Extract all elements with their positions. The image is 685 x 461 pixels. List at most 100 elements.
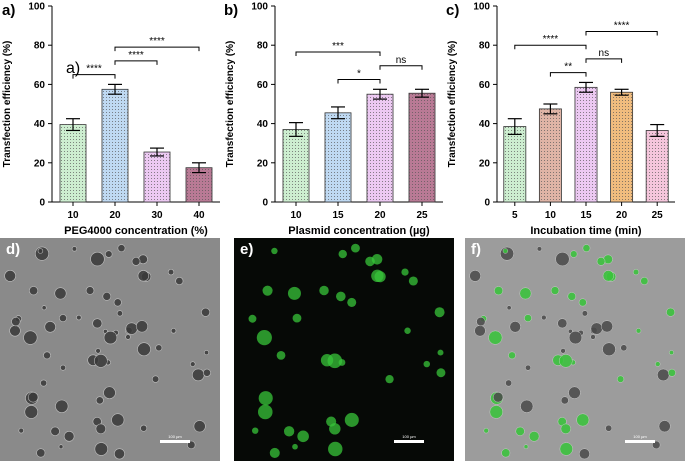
y-tick-label: 40 — [257, 119, 269, 130]
merged-cell — [576, 413, 590, 427]
x-tick-label: 25 — [416, 210, 428, 221]
gfp-cell — [404, 327, 411, 335]
y-tick-label: 100 — [251, 2, 268, 13]
cell — [155, 344, 163, 352]
cell — [76, 314, 82, 321]
gfp-cell — [276, 351, 286, 360]
cell — [167, 268, 175, 276]
micrograph-brightfield: 100 µm d) — [0, 238, 220, 461]
merged-cell — [666, 307, 676, 317]
chart-incubation: 0 20 40 60 80 100 5 10 15 20 25 ** ns **** **** Incubat… — [447, 2, 675, 237]
scale-bar — [625, 440, 655, 443]
cell — [23, 330, 38, 345]
significance-label: **** — [86, 64, 102, 75]
cell — [60, 364, 66, 371]
chart-peg4000: 0 20 40 60 80 100 10 20 30 40 **** **** **** PEG4000 … — [2, 2, 220, 237]
significance-bracket — [585, 30, 658, 36]
merged-cell — [620, 344, 628, 352]
panel-label-e: e) — [240, 241, 254, 258]
cell — [204, 350, 209, 356]
merged-cell — [474, 325, 486, 337]
x-axis-label: Plasmid concentration (µg) — [288, 225, 430, 237]
significance-bracket — [514, 44, 587, 50]
merged-cell — [483, 428, 489, 434]
micrograph-background — [234, 238, 454, 461]
y-tick-label: 80 — [257, 41, 269, 52]
significance-label: **** — [543, 34, 559, 45]
x-tick-label: 20 — [616, 210, 628, 221]
merged-cell — [559, 442, 573, 456]
gfp-cell — [347, 297, 357, 307]
bar-texture — [282, 129, 310, 202]
cell — [95, 396, 104, 405]
gfp-cell — [329, 423, 341, 435]
scale-bar-label: 100 µm — [402, 434, 416, 439]
cell — [27, 391, 39, 403]
cell — [11, 316, 21, 327]
gfp-cell — [371, 269, 384, 283]
significance-label: **** — [614, 20, 630, 31]
merged-cell — [560, 396, 569, 405]
cell — [117, 244, 126, 253]
cell — [113, 448, 125, 460]
merged-cell — [602, 270, 614, 282]
cell — [94, 442, 108, 456]
bar-texture — [610, 92, 633, 202]
y-axis-label: Transfection efficiency (%) — [447, 41, 458, 168]
merged-cell — [578, 298, 587, 307]
cell — [95, 348, 101, 354]
y-tick-label: 40 — [479, 119, 491, 130]
cell — [40, 379, 48, 387]
merged-cell — [505, 379, 513, 387]
gfp-cell — [269, 447, 280, 458]
significance-bracket — [72, 74, 116, 79]
cell — [59, 314, 67, 323]
x-tick-label: 10 — [67, 210, 79, 221]
merged-cell — [519, 287, 532, 300]
x-tick-label: 25 — [652, 210, 664, 221]
gfp-cell — [292, 313, 302, 323]
significance-bracket — [379, 65, 423, 70]
gfp-cell — [251, 427, 259, 434]
bar-texture — [646, 130, 669, 202]
gfp-cell — [385, 375, 394, 384]
bar-texture — [539, 108, 562, 202]
merged-cell — [555, 251, 570, 267]
merged-cell — [632, 269, 640, 276]
cell — [9, 325, 21, 337]
significance-bracket — [114, 46, 200, 52]
bar-texture — [143, 152, 171, 202]
x-tick-label: 20 — [374, 210, 386, 221]
x-tick-label: 30 — [151, 210, 163, 221]
cell — [192, 368, 205, 382]
merged-cell — [657, 368, 670, 382]
merged-cell — [492, 392, 504, 403]
significance-label: ns — [599, 48, 610, 59]
x-tick-label: 10 — [290, 210, 302, 221]
bar-texture — [324, 112, 352, 202]
y-tick-label: 60 — [34, 80, 46, 91]
merged-cell — [579, 448, 590, 460]
y-tick-label: 80 — [34, 41, 46, 52]
scale-bar — [160, 440, 190, 443]
cell — [58, 444, 64, 450]
cell — [85, 286, 95, 295]
gfp-cell — [335, 291, 346, 302]
x-tick-label: 10 — [545, 210, 557, 221]
gfp-cell — [262, 285, 273, 296]
merged-cell — [616, 375, 625, 383]
cell — [44, 321, 56, 333]
merged-cell — [557, 318, 568, 329]
cell — [202, 368, 211, 377]
gfp-cell — [344, 412, 359, 427]
cell — [103, 386, 116, 399]
merged-cell — [541, 314, 547, 321]
gfp-cell — [248, 314, 257, 323]
significance-bracket — [114, 60, 158, 65]
significance-bracket — [585, 58, 623, 63]
merged-cell — [568, 330, 583, 345]
merged-cell — [550, 286, 560, 295]
y-tick-label: 60 — [479, 80, 491, 91]
x-tick-label: 5 — [512, 210, 518, 221]
